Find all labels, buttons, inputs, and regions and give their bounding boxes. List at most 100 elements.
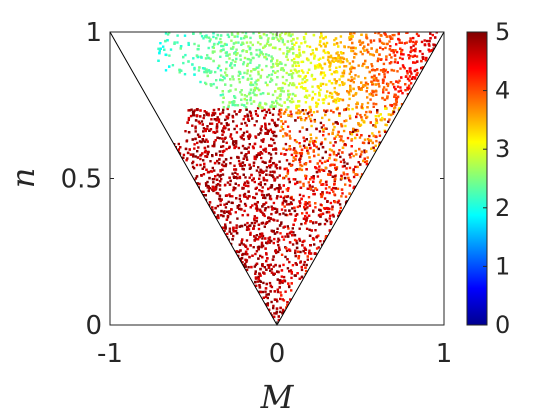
scatter-point	[269, 77, 273, 80]
scatter-point	[294, 251, 297, 255]
scatter-point	[318, 159, 322, 163]
scatter-point	[228, 230, 231, 233]
scatter-point	[275, 210, 279, 214]
scatter-point	[258, 272, 261, 275]
scatter-point	[215, 118, 218, 121]
scatter-point	[371, 83, 374, 86]
scatter-point	[262, 148, 265, 151]
scatter-point	[319, 203, 322, 206]
scatter-point	[287, 95, 290, 99]
scatter-point	[369, 98, 372, 101]
scatter-point	[245, 260, 248, 263]
scatter-point	[397, 81, 400, 84]
scatter-point	[249, 244, 252, 247]
scatter-point	[231, 114, 234, 118]
scatter-point	[344, 65, 348, 68]
scatter-point	[339, 160, 343, 163]
scatter-point	[324, 94, 328, 98]
scatter-point	[379, 113, 382, 116]
scatter-point	[392, 110, 396, 114]
scatter-point	[340, 174, 343, 178]
scatter-point	[219, 174, 222, 177]
scatter-point	[321, 191, 324, 194]
scatter-point	[415, 55, 419, 58]
scatter-point	[279, 310, 282, 314]
scatter-point	[293, 147, 296, 150]
scatter-point	[207, 56, 210, 60]
scatter-point	[184, 53, 187, 57]
scatter-point	[206, 184, 210, 188]
scatter-point	[180, 69, 183, 72]
scatter-point	[271, 57, 274, 60]
scatter-point	[292, 159, 295, 163]
scatter-point	[308, 45, 312, 49]
scatter-point	[347, 104, 350, 107]
scatter-point	[243, 264, 246, 267]
scatter-point	[225, 54, 228, 57]
scatter-point	[305, 227, 309, 230]
scatter-point	[386, 42, 389, 46]
scatter-point	[270, 156, 273, 160]
scatter-point	[280, 32, 284, 34]
scatter-point	[342, 82, 345, 86]
scatter-point	[320, 168, 323, 171]
scatter-point	[273, 272, 276, 275]
scatter-point	[262, 138, 265, 141]
scatter-point	[193, 42, 196, 46]
scatter-point	[364, 81, 368, 84]
scatter-point	[244, 106, 248, 109]
scatter-point	[382, 86, 386, 89]
scatter-point	[346, 173, 349, 176]
scatter-point	[258, 177, 261, 180]
scatter-point	[259, 183, 262, 187]
scatter-point	[406, 88, 409, 91]
scatter-point	[233, 35, 236, 38]
scatter-point	[270, 285, 274, 289]
scatter-point	[266, 40, 270, 43]
scatter-point	[361, 52, 364, 56]
scatter-point	[266, 263, 270, 267]
scatter-point	[295, 106, 298, 110]
scatter-point	[319, 142, 323, 146]
scatter-point	[282, 309, 285, 313]
scatter-point	[240, 43, 243, 46]
scatter-point	[269, 290, 272, 293]
scatter-point	[360, 81, 363, 84]
scatter-point	[226, 123, 229, 127]
scatter-point	[212, 59, 215, 63]
scatter-point	[265, 241, 268, 244]
scatter-point	[329, 141, 332, 144]
scatter-point	[341, 146, 345, 149]
scatter-point	[383, 75, 386, 79]
scatter-point	[343, 161, 346, 164]
scatter-point	[259, 43, 262, 46]
scatter-point	[425, 39, 429, 43]
scatter-point	[290, 75, 294, 78]
scatter-point	[222, 75, 225, 78]
scatter-point	[358, 124, 362, 127]
x-axis: -1 0 1	[97, 32, 452, 369]
scatter-point	[354, 46, 357, 50]
scatter-point	[301, 244, 304, 247]
scatter-point	[283, 110, 287, 114]
scatter-point	[206, 186, 209, 189]
scatter-point	[313, 120, 317, 123]
scatter-point	[221, 101, 225, 104]
scatter-point	[309, 220, 312, 223]
scatter-point	[302, 71, 305, 74]
scatter-point	[365, 160, 369, 163]
scatter-point	[324, 35, 327, 39]
scatter-point	[219, 199, 222, 203]
scatter-point	[168, 32, 171, 34]
scatter-point	[369, 41, 373, 44]
scatter-point	[270, 66, 273, 69]
scatter-point	[209, 128, 213, 131]
scatter-point	[370, 92, 373, 95]
scatter-point	[365, 48, 369, 52]
scatter-point	[214, 187, 218, 190]
scatter-point	[316, 162, 319, 165]
scatter-point	[310, 124, 313, 128]
scatter-point	[240, 103, 244, 106]
scatter-point	[234, 211, 237, 214]
scatter-point	[255, 216, 259, 220]
